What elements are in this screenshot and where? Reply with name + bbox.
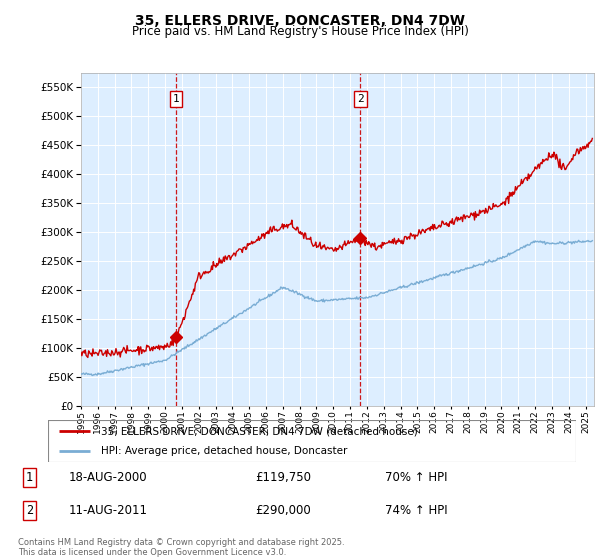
Text: 1: 1 bbox=[26, 471, 33, 484]
Text: £119,750: £119,750 bbox=[255, 471, 311, 484]
Text: £290,000: £290,000 bbox=[255, 504, 311, 517]
Text: 18-AUG-2000: 18-AUG-2000 bbox=[69, 471, 148, 484]
Text: 70% ↑ HPI: 70% ↑ HPI bbox=[385, 471, 447, 484]
Text: 11-AUG-2011: 11-AUG-2011 bbox=[69, 504, 148, 517]
Text: 74% ↑ HPI: 74% ↑ HPI bbox=[385, 504, 447, 517]
Text: Price paid vs. HM Land Registry's House Price Index (HPI): Price paid vs. HM Land Registry's House … bbox=[131, 25, 469, 38]
Text: Contains HM Land Registry data © Crown copyright and database right 2025.
This d: Contains HM Land Registry data © Crown c… bbox=[18, 538, 344, 557]
Text: 2: 2 bbox=[26, 504, 33, 517]
Text: 35, ELLERS DRIVE, DONCASTER, DN4 7DW: 35, ELLERS DRIVE, DONCASTER, DN4 7DW bbox=[135, 14, 465, 28]
Text: 35, ELLERS DRIVE, DONCASTER, DN4 7DW (detached house): 35, ELLERS DRIVE, DONCASTER, DN4 7DW (de… bbox=[101, 426, 418, 436]
Text: 1: 1 bbox=[172, 94, 179, 104]
Text: HPI: Average price, detached house, Doncaster: HPI: Average price, detached house, Donc… bbox=[101, 446, 347, 456]
Text: 2: 2 bbox=[357, 94, 364, 104]
